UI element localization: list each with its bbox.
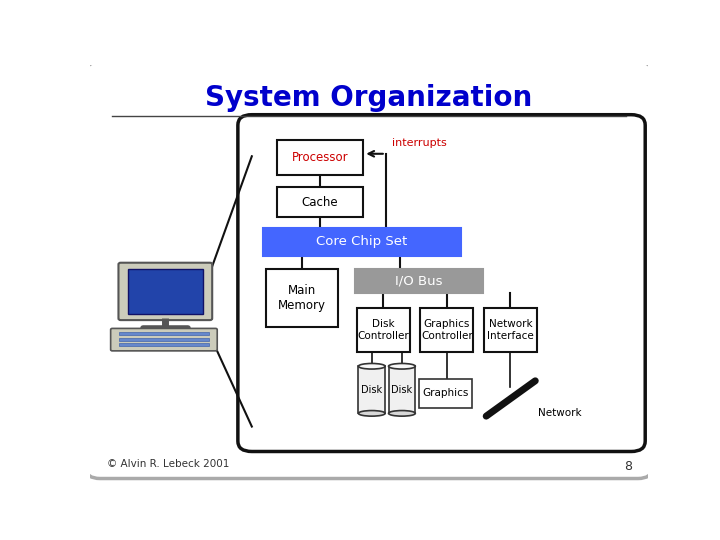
Text: Disk: Disk [361,385,382,395]
Ellipse shape [389,363,415,369]
Bar [119,338,209,341]
Bar [277,140,364,175]
Bar [128,269,203,314]
Bar [389,366,415,413]
Text: Network
Interface: Network Interface [487,319,534,341]
Bar [420,308,473,352]
Text: Network: Network [538,408,582,418]
Text: Core Chip Set: Core Chip Set [316,235,408,248]
Text: © Alvin R. Lebeck 2001: © Alvin R. Lebeck 2001 [107,459,229,469]
Bar [355,268,483,294]
Text: interrupts: interrupts [392,138,447,149]
Text: 8: 8 [624,460,632,472]
Text: Disk
Controller: Disk Controller [357,319,409,341]
FancyBboxPatch shape [86,62,652,478]
Ellipse shape [359,410,385,416]
Ellipse shape [359,363,385,369]
Text: Cache: Cache [302,195,338,208]
Text: System Organization: System Organization [205,84,533,112]
Bar [356,308,410,352]
Text: Graphics
Controller: Graphics Controller [421,319,473,341]
Text: Processor: Processor [292,151,348,164]
Text: Graphics: Graphics [423,388,469,399]
Bar [119,343,209,346]
FancyBboxPatch shape [238,114,645,451]
Bar [119,332,209,335]
Bar [419,379,472,408]
Bar [484,308,537,352]
Ellipse shape [389,410,415,416]
Bar [359,366,385,413]
Bar [263,228,461,256]
Bar [277,187,364,217]
Text: Main
Memory: Main Memory [278,284,326,312]
FancyBboxPatch shape [119,263,212,320]
Bar [266,268,338,327]
Text: I/O Bus: I/O Bus [395,274,443,287]
FancyBboxPatch shape [111,328,217,351]
Text: Disk: Disk [392,385,413,395]
